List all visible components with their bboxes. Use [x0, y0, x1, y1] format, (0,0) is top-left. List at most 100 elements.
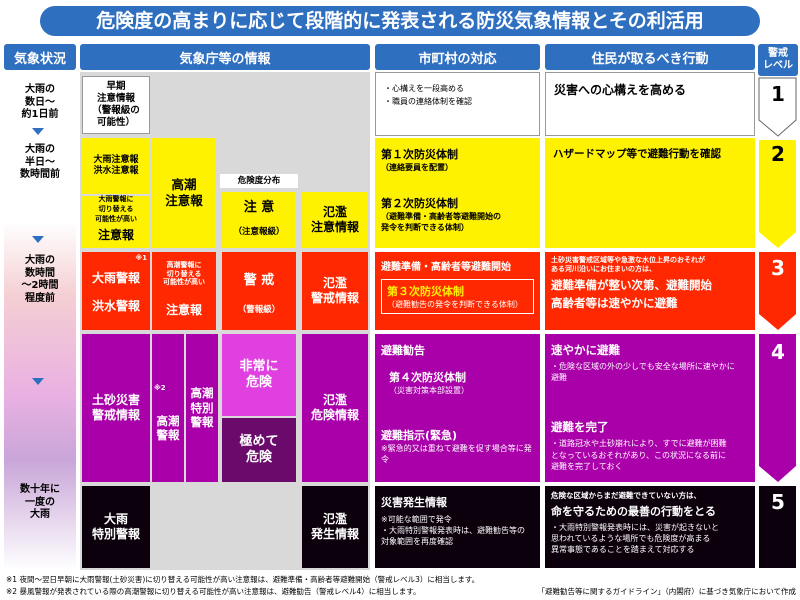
level3-arrow-shape	[759, 252, 796, 330]
credit: 「避難勧告等に関するガイドライン」（内閣府）に基づき気象庁において作成	[537, 587, 796, 596]
hanran-kiken-joho: 氾濫 危険情報	[302, 334, 368, 482]
level2-arrow-shape	[759, 140, 796, 248]
chui-sub-label: （注意報級）	[233, 226, 285, 237]
city-l5-bullet: ※可能な範囲で発令	[381, 515, 452, 524]
residents-level3-box: 土砂災害警戒区域等や急激な水位上昇のおそれが ある河川沿いにお住まいの方は、 避…	[545, 252, 755, 330]
level-5: 5	[771, 490, 785, 514]
city-l2-sub2: （避難準備・高齢者等避難開始の 発令を判断できる体制）	[381, 212, 501, 233]
keikai-label: 警 戒	[243, 272, 275, 288]
hanran-keikai-joho: 氾濫 警戒情報	[302, 252, 368, 330]
city-l4-box-title: 第４次防災体制	[389, 371, 466, 384]
ooame-keiho-possible-box: 大雨警報に 切り替える 可能性が高い 注意報	[82, 195, 150, 248]
note2-mark: ※2	[154, 384, 166, 392]
ooame-tokubetsu-keiho: 大雨 特別警報	[82, 486, 150, 568]
city-l3-box-sub: （避難勧告の発令を判断できる体制）	[387, 300, 523, 309]
dosha-saigai-keikai-joho: 土砂災害 警戒情報	[82, 334, 150, 482]
residents-l1: 災害への心構えを高める	[554, 83, 687, 97]
residents-l5-bullet: ・大雨特別警報発表時には、災害が起きないと 思われているような場所でも危険度が高…	[551, 523, 719, 555]
city-l2-sub1: （連絡要員を配置）	[381, 163, 453, 172]
header-shichoson: 市町村の対応	[375, 44, 540, 70]
city-level2-box: 第１次防災体制 （連絡要員を配置） 第２次防災体制 （避難準備・高齢者等避難開始…	[375, 138, 540, 248]
footnote-2: ※2 暴風警報が発表されている際の高潮警報に切り替える可能性が高い注意報は、避難…	[6, 587, 421, 596]
footnote-1: ※1 夜間～翌日早朝に大雨警報(土砂災害)に切り替える可能性が高い注意報は、避難…	[6, 575, 480, 584]
level-1: 1	[771, 82, 785, 106]
residents-level5-box: 危険な区域からまだ避難できていない方は、 命を守るための最善の行動をとる ・大雨…	[545, 486, 755, 568]
stage-arrow-icon	[32, 128, 44, 135]
takashio-keiho-possible-box: 高潮警報に 切り替える 可能性が高い 注意報	[152, 252, 216, 330]
city-l2-title1: 第１次防災体制	[381, 148, 458, 161]
ooame-chuiho: 大雨注意報 洪水注意報	[82, 138, 150, 194]
stage-gradient	[4, 72, 76, 570]
kiwamete-kiken: 極めて 危険	[222, 418, 296, 482]
city-level4-box: 避難勧告 第４次防災体制 （災害対策本部設置） 避難指示(緊急) ※緊急的又は重…	[375, 334, 540, 482]
city-l4-shiji-note: ※緊急的又は重ねて避難を促す場合等に発令	[381, 444, 532, 465]
takashio-keiho-label: 高潮 警報	[156, 413, 180, 442]
soki-chui-joho: 早期 注意情報 （警報級の 可能性）	[82, 76, 150, 134]
stage-arrow-icon	[32, 236, 44, 243]
level-2: 2	[771, 142, 785, 166]
ooame-keiho-possible-label: 大雨警報に 切り替える 可能性が高い	[95, 195, 137, 223]
note1-mark: ※1	[135, 254, 147, 262]
hanran-chui-joho: 氾濫 注意情報	[302, 192, 368, 248]
residents-level2-box: ハザードマップ等で避難行動を確認	[545, 138, 755, 248]
hanran-hassei-joho: 氾濫 発生情報	[302, 486, 368, 568]
city-l4-box-sub: （災害対策本部設置）	[389, 386, 469, 395]
city-l5-bullet: ・大雨特別警報発表時は、避難勧告等の 対象範囲を再度確認	[381, 526, 525, 547]
residents-l5-main: 命を守るための最善の行動をとる	[551, 505, 716, 518]
city-l4-inner: 第４次防災体制 （災害対策本部設置）	[381, 366, 534, 399]
residents-l3-main: 避難準備が整い次第、避難開始 高齢者等は速やかに避難	[551, 277, 712, 310]
header-kishocho: 気象庁等の情報	[80, 44, 370, 70]
chui-box: 注 意 （注意報級）	[222, 192, 296, 248]
level4-arrow-shape	[759, 334, 796, 482]
city-level3-box: 避難準備・高齢者等避難開始 第３次防災体制 （避難勧告の発令を判断できる体制）	[375, 252, 540, 330]
chuiho2-label: 注意報	[165, 302, 202, 317]
city-l3-box-title: 第３次防災体制	[387, 285, 464, 298]
residents-l4-title: 速やかに避難	[551, 343, 620, 357]
page-title: 危険度の高まりに応じて段階的に発表される防災気象情報とその利活用	[40, 6, 760, 36]
city-level5-box: 災害発生情報 ※可能な範囲で発令 ・大雨特別警報発表時は、避難勧告等の 対象範囲…	[375, 486, 540, 568]
takashio-keiho-box: ※2 高潮 警報	[152, 334, 184, 482]
city-l3-inner: 第３次防災体制 （避難勧告の発令を判断できる体制）	[381, 279, 534, 315]
residents-l4-bullet2: ・道路冠水や土砂崩れにより、すでに避難が困難 となっているおそれがあり、この状況…	[551, 439, 727, 471]
ooame-keiho-box: ※1 大雨警報 洪水警報	[82, 252, 150, 330]
residents-l3-small: 土砂災害警戒区域等や急激な水位上昇のおそれが ある河川沿いにお住まいの方は、	[551, 256, 705, 274]
city-l2-title2: 第２次防災体制	[381, 197, 458, 211]
city-l4-title: 避難勧告	[381, 344, 425, 357]
chuiho-label: 注意報	[97, 227, 134, 242]
city-level1-box: ・心構えを一段高める ・職員の連絡体制を確認	[375, 72, 540, 136]
hijo-ni-kiken: 非常に 危険	[222, 334, 296, 416]
keikai-box: 警 戒 （警報級）	[222, 252, 296, 330]
takashio-tokubetsu-keiho: 高潮 特別 警報	[186, 334, 218, 482]
level-3: 3	[771, 256, 785, 280]
header-jumin: 住民が取るべき行動	[545, 44, 755, 70]
ooame-keiho-label: 大雨警報	[91, 270, 140, 285]
chui-label: 注 意	[243, 199, 275, 215]
city-l1-bullet: ・職員の連絡体制を確認	[384, 96, 472, 106]
stage-label: 大雨の 数時間 ～2時間 程度前	[21, 255, 59, 304]
kikendo-bunpu-label: 危険度分布	[220, 174, 298, 188]
level1-arrow-shape	[758, 77, 797, 137]
residents-level1-box: 災害への心構えを高める	[545, 72, 755, 136]
stage-label: 数十年に 一度の 大雨	[20, 484, 60, 521]
city-l3-title: 避難準備・高齢者等避難開始	[381, 262, 511, 273]
city-l4-shiji: 避難指示(緊急)	[381, 429, 458, 443]
header-kisho-jokyo: 気象状況	[4, 44, 76, 70]
stage-label: 大雨の 半日～ 数時間前	[20, 144, 60, 181]
residents-l2: ハザードマップ等で避難行動を確認	[553, 148, 721, 160]
level5-arrow-shape	[759, 486, 796, 568]
takashio-chuiho: 高潮 注意報	[152, 138, 216, 248]
header-keikai-level: 警戒 レベル	[758, 44, 798, 76]
stage-arrow-icon	[32, 378, 44, 385]
keikai-sub-label: （警報級）	[237, 304, 281, 315]
residents-level4-box: 速やかに避難 ・危険な区域の外の少しでも安全な場所に速やかに 避難 避難を完了 …	[545, 334, 755, 482]
keikai-level-arrows	[758, 77, 797, 568]
residents-l4-bullet: ・危険な区域の外の少しでも安全な場所に速やかに 避難	[551, 362, 735, 383]
stage-label: 大雨の 数日～ 約1日前	[21, 84, 59, 121]
city-l5-title: 災害発生情報	[381, 496, 447, 509]
takashio-keiho-possible-label: 高潮警報に 切り替える 可能性が高い	[163, 260, 205, 287]
level-4: 4	[771, 340, 785, 364]
kozui-keiho-label: 洪水警報	[91, 298, 140, 313]
residents-l5-small: 危険な区域からまだ避難できていない方は、	[551, 491, 701, 500]
city-l1-bullet: ・心構えを一段高める	[384, 84, 464, 93]
residents-l4-title2: 避難を完了	[551, 420, 609, 435]
